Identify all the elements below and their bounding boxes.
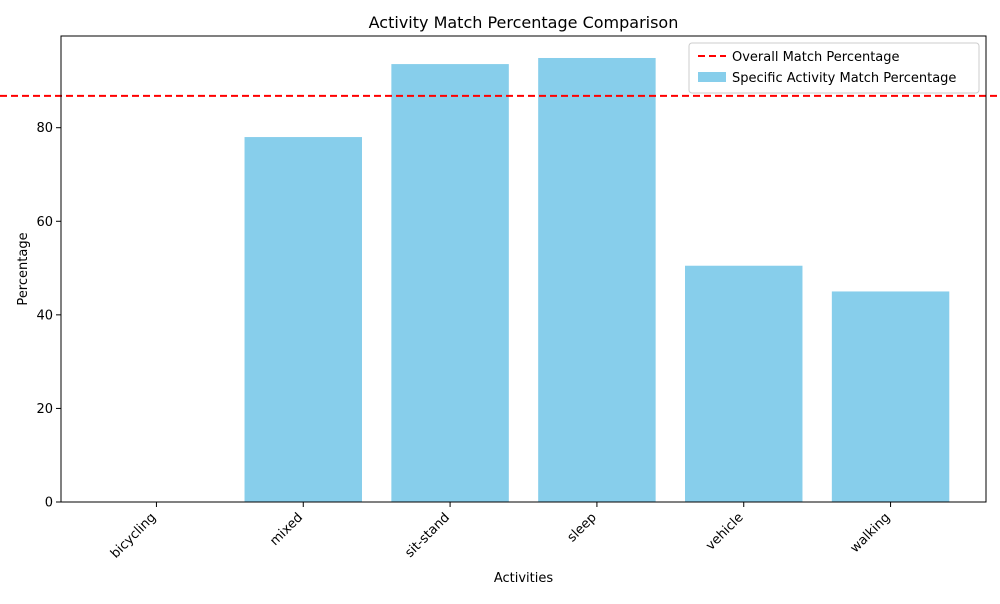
x-tick-label: bicycling [108,510,159,561]
y-tick-label: 80 [36,121,53,136]
plot-frame [60,35,987,503]
legend-label-overall: Overall Match Percentage [732,50,900,65]
y-tick-label: 20 [36,402,53,417]
legend-box [688,42,980,94]
bar-sit-stand [391,64,509,502]
x-axis: bicycling mixed sit-stand sleep vehicle walki… [108,502,893,562]
x-axis-label: Activities [494,571,554,586]
chart-title: Activity Match Percentage Comparison [369,13,679,32]
bar-vehicle [685,265,803,502]
x-tick-label: walking [848,510,894,556]
bar-walking [831,291,950,502]
y-tick-label: 0 [45,496,53,511]
y-axis: 0 20 40 60 80 [36,121,61,511]
bar-sleep [538,57,656,502]
x-tick-label: sit-stand [402,510,453,561]
legend-label-specific: Specific Activity Match Percentage [732,71,956,86]
y-tick-label: 40 [36,308,53,323]
y-axis-label: Percentage [16,232,31,305]
bars-group [244,57,950,502]
legend: Overall Match Percentage Specific Activi… [688,42,980,94]
x-tick-label: mixed [267,510,306,549]
x-tick-label: vehicle [703,510,746,553]
y-tick-label: 60 [36,215,53,230]
legend-swatch-specific [698,72,726,82]
bar-mixed [244,137,362,502]
x-tick-label: sleep [565,510,600,545]
